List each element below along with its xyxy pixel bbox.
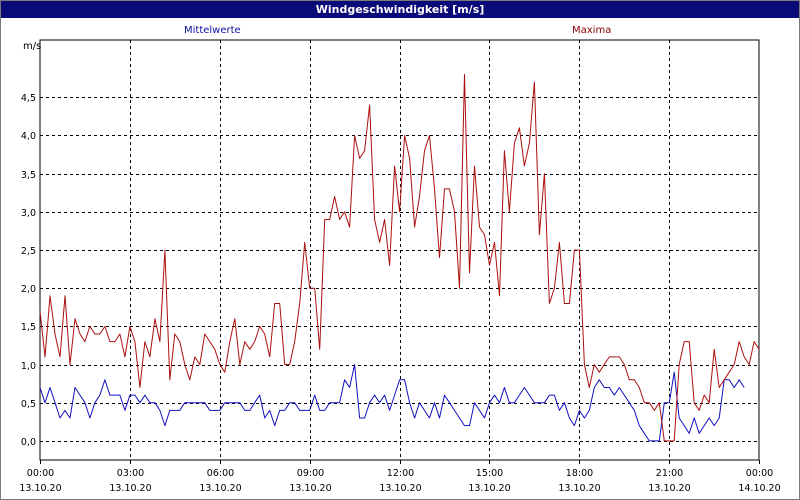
x-tick-time-label: 09:00 — [297, 468, 324, 479]
x-tick-time-label: 00:00 — [746, 468, 773, 479]
y-tick-label: 0,0 — [21, 437, 36, 448]
legend-maxima: Maxima — [572, 25, 612, 36]
x-tick-date-label: 13.10.20 — [19, 483, 61, 494]
series-line-mittelwerte — [39, 364, 745, 442]
legend-mittelwerte: Mittelwerte — [184, 25, 241, 36]
y-tick-label: 4,0 — [21, 131, 36, 142]
chart-title: Windgeschwindigkeit [m/s] — [1, 1, 799, 18]
x-tick-date-label: 13.10.20 — [109, 483, 151, 494]
x-tick-time-label: 03:00 — [117, 468, 144, 479]
x-tick-date-label: 13.10.20 — [558, 483, 600, 494]
x-tick-date-label: 13.10.20 — [379, 483, 421, 494]
x-tick-date-label: 14.10.20 — [738, 483, 780, 494]
y-tick-label: 3,0 — [21, 208, 36, 219]
plot-area — [39, 39, 760, 461]
x-tick-date-label: 13.10.20 — [199, 483, 241, 494]
x-tick-date-label: 13.10.20 — [648, 483, 690, 494]
x-tick-time-label: 15:00 — [476, 468, 503, 479]
y-tick-label: 2,0 — [21, 284, 36, 295]
y-tick-label: 2,5 — [21, 246, 36, 257]
x-tick-time-label: 21:00 — [656, 468, 683, 479]
y-tick-label: 0,5 — [21, 399, 36, 410]
x-tick-time-label: 06:00 — [207, 468, 234, 479]
x-tick-date-label: 13.10.20 — [468, 483, 510, 494]
x-tick-date-label: 13.10.20 — [289, 483, 331, 494]
y-tick-label: 1,0 — [21, 361, 36, 372]
y-tick-label: 3,5 — [21, 170, 36, 181]
y-tick-label: 4,5 — [21, 93, 36, 104]
y-axis-unit-label: m/s — [23, 41, 42, 52]
y-tick-label: 1,5 — [21, 322, 36, 333]
x-tick-time-label: 12:00 — [387, 468, 414, 479]
x-tick-time-label: 18:00 — [566, 468, 593, 479]
x-tick-time-label: 00:00 — [27, 468, 54, 479]
series-line-maxima — [39, 73, 760, 442]
